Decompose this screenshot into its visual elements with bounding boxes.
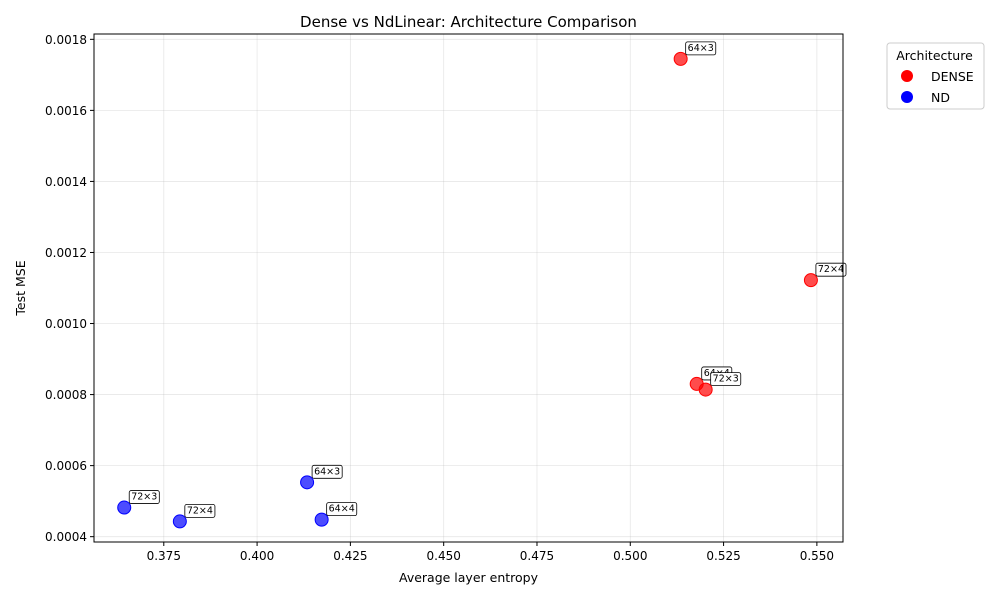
nd-point: [172, 514, 187, 529]
x-tick-label: 0.425: [333, 549, 367, 563]
dense-annotation: 72×4: [815, 262, 847, 277]
x-tick-label: 0.475: [520, 549, 554, 563]
x-axis-ticks: 0.375 0.400 0.425 0.450 0.475 0.500 0.525 0.550: [147, 542, 834, 563]
x-tick-label: 0.525: [706, 549, 740, 563]
point-annotations: 64×372×464×472×364×372×372×464×4: [128, 41, 847, 518]
plot-frame: [93, 33, 844, 543]
x-tick-label: 0.450: [427, 549, 461, 563]
data-points: [117, 51, 818, 529]
chart-title: Dense vs NdLinear: Architecture Comparis…: [300, 13, 637, 31]
y-tick-label: 0.0014: [45, 175, 87, 189]
annotation-label: 72×3: [713, 374, 739, 385]
annotation-box: [326, 502, 358, 517]
y-tick-label: 0.0010: [45, 317, 87, 331]
x-tick-label: 0.550: [800, 549, 834, 563]
x-tick-label: 0.400: [240, 549, 274, 563]
annotation-label: 72×4: [818, 264, 844, 275]
legend-label-nd: ND: [931, 90, 950, 105]
y-axis-ticks: 0.0004 0.0006 0.0008 0.0010 0.0012 0.0014 0.00…: [45, 33, 94, 544]
y-tick-label: 0.0008: [45, 388, 87, 402]
y-tick-label: 0.0006: [45, 459, 87, 473]
dense-point: [698, 382, 713, 397]
annotation-box: [685, 41, 717, 56]
y-tick-label: 0.0018: [45, 33, 87, 47]
annotation-label: 64×4: [329, 504, 355, 515]
y-axis-label: Test MSE: [13, 260, 28, 316]
nd-point: [300, 475, 315, 490]
annotation-box: [128, 490, 160, 504]
y-tick-label: 0.0004: [45, 530, 87, 544]
annotation-label: 64×3: [314, 466, 340, 477]
annotation-box: [815, 262, 847, 277]
dense-annotation: 72×3: [710, 372, 742, 387]
y-tick-label: 0.0012: [45, 246, 87, 260]
nd-point: [117, 500, 132, 515]
legend-frame: [886, 42, 985, 110]
legend-label-dense: DENSE: [931, 69, 974, 84]
legend: Architecture DENSE ND: [886, 42, 985, 110]
annotation-box: [710, 372, 742, 387]
dense-point: [673, 51, 688, 66]
legend-marker-dense: [901, 70, 913, 82]
annotation-label: 72×3: [131, 492, 157, 503]
nd-annotation: 64×3: [311, 464, 343, 479]
x-axis-label: Average layer entropy: [399, 570, 539, 585]
legend-title: Architecture: [896, 48, 973, 63]
grid: [94, 34, 843, 542]
dense-annotation: 64×3: [685, 41, 717, 56]
legend-marker-nd: [901, 91, 913, 103]
annotation-box: [311, 464, 343, 479]
y-tick-label: 0.0016: [45, 104, 87, 118]
dense-point: [803, 273, 818, 288]
x-tick-label: 0.375: [147, 549, 181, 563]
nd-annotation: 64×4: [326, 502, 358, 517]
annotation-box: [184, 503, 216, 518]
nd-annotation: 72×4: [184, 503, 216, 518]
nd-point: [314, 512, 329, 527]
x-tick-label: 0.500: [613, 549, 647, 563]
annotation-label: 64×3: [688, 43, 714, 54]
nd-annotation: 72×3: [128, 490, 160, 504]
annotation-label: 72×4: [187, 505, 213, 516]
